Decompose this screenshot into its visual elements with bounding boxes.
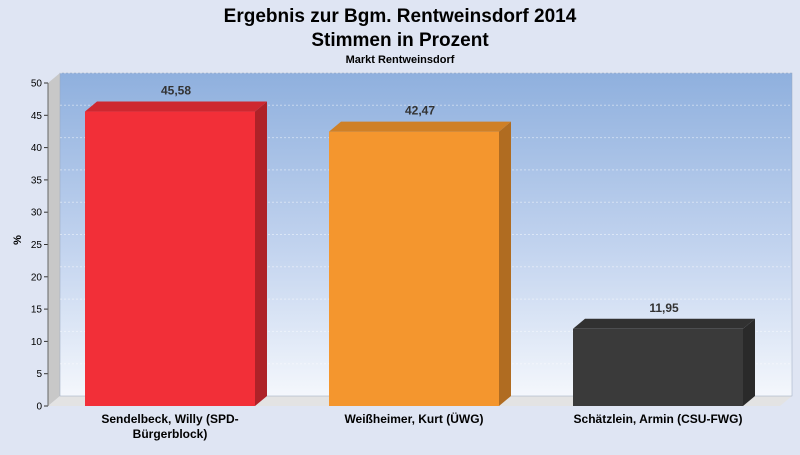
x-axis-categories: Sendelbeck, Willy (SPD-Bürgerblock) Weißh…: [101, 411, 742, 441]
data-label: 42,47: [405, 104, 435, 118]
y-tick-label: 45: [31, 111, 43, 122]
y-tick-label: 20: [31, 272, 43, 283]
y-tick-label: 0: [36, 402, 42, 413]
data-label: 45,58: [161, 84, 191, 98]
y-tick-label: 30: [31, 208, 43, 219]
bar-top: [329, 121, 511, 132]
bar-side: [255, 101, 267, 407]
y-axis-label: %: [12, 235, 24, 245]
bar: [329, 121, 511, 406]
bar-front: [573, 328, 743, 406]
bar-front: [329, 131, 499, 406]
chart-title-line2: Stimmen in Prozent: [311, 30, 489, 51]
y-tick-label: 15: [31, 305, 43, 316]
bar: [573, 318, 755, 406]
y-tick-label: 25: [31, 240, 43, 251]
bar-top: [573, 318, 755, 329]
bar: [85, 101, 267, 407]
y-tick-label: 50: [31, 79, 43, 90]
y-tick-label: 10: [31, 337, 43, 348]
chart-title: Ergebnis zur Bgm. Rentweinsdorf 2014: [224, 6, 577, 27]
category-label: Sendelbeck, Willy (SPD-: [101, 412, 238, 426]
bar-top: [85, 101, 267, 112]
data-labels: 45,58 42,47 11,95: [161, 84, 679, 315]
y-tick-label: 5: [36, 369, 42, 380]
bar-side: [743, 318, 755, 406]
y-tick-label: 35: [31, 175, 43, 186]
category-label: Schätzlein, Armin (CSU-FWG): [574, 412, 743, 426]
bar-side: [499, 121, 511, 406]
category-label: Weißheimer, Kurt (ÜWG): [344, 411, 483, 426]
y-axis: 0 5 10 15 20 25 30 35 40 45 50: [31, 79, 49, 413]
y-tick-label: 40: [31, 143, 43, 154]
side-wall: [48, 73, 60, 406]
bars: [85, 101, 755, 407]
chart-subtitle: Markt Rentweinsdorf: [346, 54, 455, 66]
bar-front: [85, 111, 255, 407]
category-label: Bürgerblock): [133, 427, 208, 441]
data-label: 11,95: [649, 301, 679, 315]
